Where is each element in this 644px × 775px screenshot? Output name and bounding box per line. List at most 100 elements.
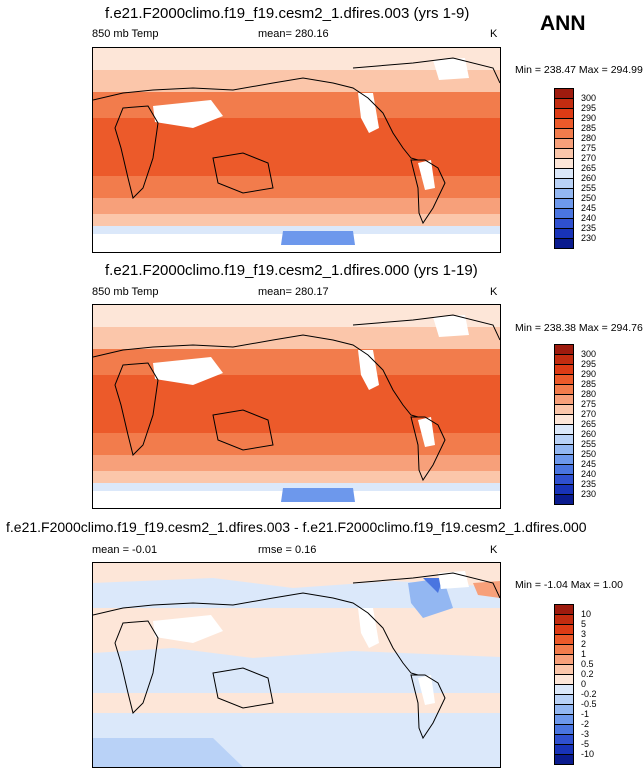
panel-2-units-label: K	[490, 286, 498, 298]
colorbar-tick-label: 0.5	[581, 659, 594, 669]
colorbar-tick-label: 245	[581, 459, 597, 469]
map-anomaly-region	[93, 738, 243, 767]
colorbar-tick-label: -5	[581, 739, 590, 749]
colorbar-tick-label: 265	[581, 419, 597, 429]
panel-3-minmax-label: Min = -1.04 Max = 1.00	[515, 579, 623, 591]
colorbar-tick-label: 0	[581, 679, 587, 689]
colorbar-tick-label: 235	[581, 479, 597, 489]
map-antarctic-cold-region	[281, 231, 355, 245]
panel-2-variable-label: 850 mb Temp	[92, 286, 159, 298]
map-band	[93, 455, 500, 471]
map-band	[93, 214, 500, 226]
panel-1-title: f.e21.F2000climo.f19_f19.cesm2_1.dfires.…	[105, 5, 470, 22]
map-coastlines	[93, 572, 500, 740]
colorbar-tick-label: 240	[581, 469, 597, 479]
map-missing-data-region	[438, 571, 469, 589]
map-band	[93, 176, 500, 198]
colorbar-tick-label: 240	[581, 213, 597, 223]
colorbar-tick-label: 10	[581, 609, 592, 619]
colorbar-tick-label: -2	[581, 719, 590, 729]
colorbar-tick-label: 255	[581, 183, 597, 193]
panel-1-minmax-label: Min = 238.47 Max = 294.99	[515, 64, 643, 76]
panel-2-map-field	[93, 305, 500, 508]
colorbar-tick-label: 285	[581, 123, 597, 133]
map-missing-data-region	[418, 675, 435, 705]
panel-2-mean-label: mean= 280.17	[258, 286, 329, 298]
colorbar-box	[554, 494, 574, 505]
panel-2-minmax-label: Min = 238.38 Max = 294.76	[515, 322, 643, 334]
map-anomaly-region	[473, 581, 500, 598]
map-band	[93, 483, 500, 491]
colorbar-tick-label: 275	[581, 143, 597, 153]
panel-3-rmse-label: rmse = 0.16	[258, 544, 317, 556]
panel-2-title: f.e21.F2000climo.f19_f19.cesm2_1.dfires.…	[105, 262, 478, 279]
colorbar-tick-label: 245	[581, 203, 597, 213]
panel-3-map	[92, 562, 501, 768]
map-coastlines	[93, 314, 500, 482]
map-coastlines	[93, 57, 500, 225]
map-anomaly-region	[423, 578, 443, 593]
colorbar-box	[554, 754, 574, 765]
panel-3-map-field	[93, 563, 500, 767]
map-missing-data-region	[418, 160, 435, 190]
colorbar-tick-label: 290	[581, 369, 597, 379]
map-band	[93, 70, 500, 92]
colorbar-tick-label: 280	[581, 133, 597, 143]
colorbar-tick-label: -0.5	[581, 699, 597, 709]
colorbar-tick-label: 1	[581, 649, 587, 659]
map-missing-data-region	[433, 58, 469, 80]
colorbar-tick-label: 230	[581, 489, 597, 499]
colorbar-tick-label: 290	[581, 113, 597, 123]
map-anomaly-region	[93, 648, 500, 693]
colorbar-tick-label: 280	[581, 389, 597, 399]
colorbar-tick-label: 255	[581, 439, 597, 449]
colorbar-tick-label: 300	[581, 93, 597, 103]
season-label: ANN	[540, 12, 586, 35]
colorbar-tick-label: 2	[581, 639, 587, 649]
map-missing-data-region	[433, 315, 469, 337]
map-missing-data-region	[358, 93, 379, 133]
colorbar-box	[554, 238, 574, 249]
colorbar-tick-label: -3	[581, 729, 590, 739]
colorbar-tick-label: 295	[581, 359, 597, 369]
map-band	[93, 198, 500, 214]
map-band	[93, 471, 500, 483]
panel-1-map-field	[93, 48, 500, 252]
panel-3-mean-label: mean = -0.01	[92, 544, 158, 556]
colorbar-tick-label: 265	[581, 163, 597, 173]
colorbar-tick-label: 250	[581, 193, 597, 203]
panel-1-map	[92, 47, 501, 253]
map-missing-data-region	[153, 615, 223, 643]
panel-1-mean-label: mean= 280.16	[258, 28, 329, 40]
colorbar-tick-label: -1	[581, 709, 590, 719]
colorbar-tick-label: 260	[581, 173, 597, 183]
panel-1-units-label: K	[490, 28, 498, 40]
colorbar-tick-label: 235	[581, 223, 597, 233]
map-band	[93, 327, 500, 349]
panel-2-map	[92, 304, 501, 509]
colorbar-tick-label: 5	[581, 619, 587, 629]
map-band	[93, 433, 500, 455]
colorbar-tick-label: 295	[581, 103, 597, 113]
colorbar-tick-label: 270	[581, 153, 597, 163]
colorbar-tick-label: 270	[581, 409, 597, 419]
colorbar-tick-label: -10	[581, 749, 595, 759]
colorbar-tick-label: 0.2	[581, 669, 594, 679]
map-antarctic-cold-region	[281, 488, 355, 502]
panel-3-units-label: K	[490, 544, 498, 556]
colorbar-tick-label: 275	[581, 399, 597, 409]
map-anomaly-region	[93, 578, 500, 608]
map-missing-data-region	[153, 357, 223, 385]
map-missing-data-region	[418, 417, 435, 447]
panel-3-title: f.e21.F2000climo.f19_f19.cesm2_1.dfires.…	[6, 519, 587, 535]
colorbar-tick-label: -0.2	[581, 689, 597, 699]
map-band	[93, 226, 500, 234]
map-tropical-band	[93, 118, 500, 176]
map-missing-data-region	[153, 100, 223, 128]
colorbar-tick-label: 285	[581, 379, 597, 389]
colorbar-tick-label: 250	[581, 449, 597, 459]
colorbar-tick-label: 3	[581, 629, 587, 639]
colorbar-tick-label: 300	[581, 349, 597, 359]
panel-1-variable-label: 850 mb Temp	[92, 28, 159, 40]
map-tropical-band	[93, 375, 500, 433]
